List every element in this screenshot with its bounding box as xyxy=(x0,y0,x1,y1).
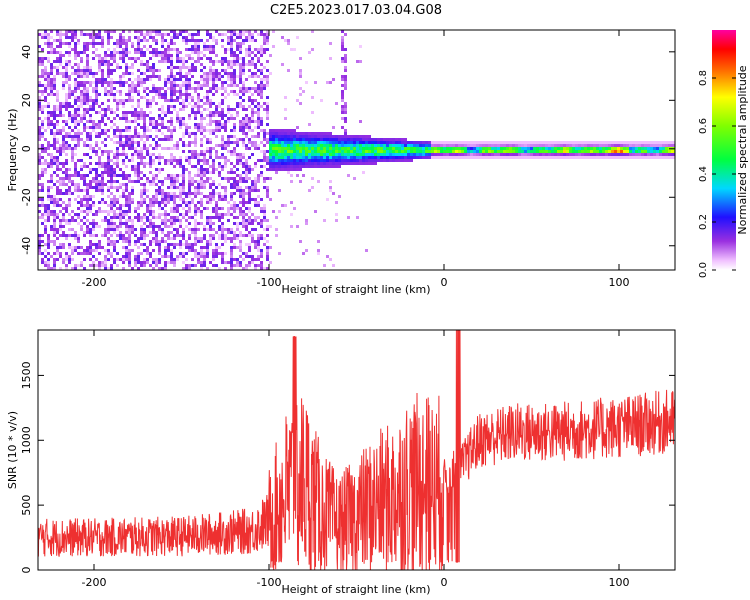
snr-y-ticks: 0 500 1000 1500 xyxy=(20,361,675,574)
snr-y-tick-label: 500 xyxy=(20,495,33,516)
spectrogram-frame xyxy=(37,29,676,271)
snr-frame xyxy=(37,329,676,571)
colorbar-tick-label: 0.0 xyxy=(698,262,709,278)
spectrogram-x-tick-label: 0 xyxy=(441,276,448,289)
colorbar: 0.0 0.2 0.4 0.6 0.8 Normalized spectral ampl… xyxy=(698,30,749,278)
spectrogram-x-tick-label: -200 xyxy=(82,276,107,289)
spectrogram-y-tick-label: 40 xyxy=(20,45,33,59)
snr-y-axis-label: SNR (10 * v/v) xyxy=(6,411,19,489)
snr-series-line xyxy=(38,330,675,570)
colorbar-tick-label: 0.8 xyxy=(698,70,709,86)
spectrogram-y-tick-label: 20 xyxy=(20,93,33,107)
spectrogram-x-tick-label: 100 xyxy=(609,276,630,289)
spectrogram-heatmap xyxy=(38,30,675,270)
spectrogram-x-ticks: -200 -100 0 100 xyxy=(82,30,630,289)
snr-x-tick-label: 0 xyxy=(441,576,448,589)
snr-y-tick-label: 1500 xyxy=(20,361,33,389)
spectrogram-y-tick-label: 0 xyxy=(20,145,33,152)
snr-y-tick-label: 1000 xyxy=(20,426,33,454)
snr-x-tick-label: -200 xyxy=(82,576,107,589)
snr-x-axis-label: Height of straight line (km) xyxy=(281,583,430,596)
spectrogram-y-axis-label: Frequency (Hz) xyxy=(6,109,19,192)
colorbar-tick-label: 0.2 xyxy=(698,214,709,230)
snr-y-tick-label: 0 xyxy=(20,567,33,574)
spectrogram-cells xyxy=(38,30,675,270)
spectrogram-y-ticks: -40 -20 0 20 40 xyxy=(20,45,675,255)
snr-x-tick-label: -100 xyxy=(257,576,282,589)
spectrogram-x-tick-label: -100 xyxy=(257,276,282,289)
spectrogram-y-tick-label: -20 xyxy=(20,188,33,206)
spectrogram-y-tick-label: -40 xyxy=(20,237,33,255)
snr-x-tick-label: 100 xyxy=(609,576,630,589)
colorbar-ticks: 0.0 0.2 0.4 0.6 0.8 xyxy=(698,70,736,278)
snr-x-ticks: -200 -100 0 100 xyxy=(82,330,630,589)
colorbar-tick-label: 0.6 xyxy=(698,118,709,134)
spectrogram-x-axis-label: Height of straight line (km) xyxy=(281,283,430,296)
figure-title: C2E5.2023.017.03.04.G08 xyxy=(270,3,442,18)
snr-panel: -200 -100 0 100 0 500 1000 1500 Height of stra… xyxy=(6,329,676,596)
colorbar-tick-label: 0.4 xyxy=(698,166,709,182)
colorbar-label: Normalized spectral amplitude xyxy=(736,65,749,234)
colorbar-gradient xyxy=(712,30,736,270)
